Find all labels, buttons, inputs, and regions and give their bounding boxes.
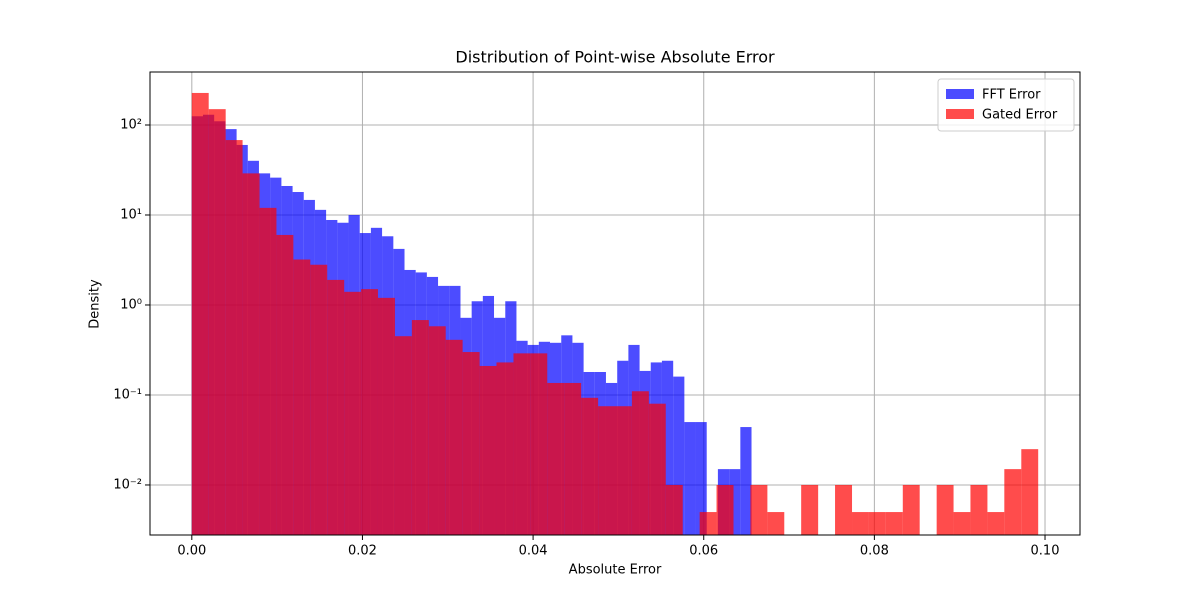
legend-label: FFT Error xyxy=(982,88,1041,103)
bar xyxy=(259,207,277,535)
bar xyxy=(327,279,345,535)
bar xyxy=(479,365,497,535)
bar xyxy=(208,109,226,536)
bar xyxy=(191,92,209,535)
x-tick-label: 0.00 xyxy=(177,544,206,559)
bar xyxy=(716,484,734,535)
bar xyxy=(242,173,260,535)
bar xyxy=(970,484,988,535)
legend-swatch xyxy=(946,109,974,119)
legend-label: Gated Error xyxy=(982,108,1058,123)
x-tick-label: 0.04 xyxy=(519,544,548,559)
y-tick-label: 10¹ xyxy=(120,207,142,222)
bar xyxy=(1021,449,1039,535)
bar xyxy=(530,353,548,535)
bar xyxy=(673,376,685,535)
bar xyxy=(310,264,328,535)
bar xyxy=(598,406,615,535)
bar xyxy=(344,291,362,535)
x-tick-label: 0.08 xyxy=(860,544,889,559)
bar xyxy=(902,484,920,535)
y-tick-label: 10⁰ xyxy=(120,297,142,312)
bar xyxy=(740,427,752,535)
bar xyxy=(445,339,463,535)
x-tick-label: 0.10 xyxy=(1031,544,1060,559)
bar xyxy=(377,297,395,535)
bar xyxy=(750,484,768,535)
bar xyxy=(953,512,971,535)
bar xyxy=(648,403,666,535)
bar xyxy=(564,382,582,535)
y-axis-label: Density xyxy=(88,279,103,329)
bar xyxy=(411,320,429,535)
bar xyxy=(513,353,531,535)
legend-swatch xyxy=(946,89,974,99)
x-tick-label: 0.02 xyxy=(348,544,377,559)
bar xyxy=(496,362,514,535)
bar xyxy=(361,289,378,535)
bar xyxy=(293,259,311,535)
bar xyxy=(885,512,903,535)
bar xyxy=(987,512,1005,535)
bar xyxy=(936,484,954,535)
x-axis-label: Absolute Error xyxy=(569,563,662,578)
bar xyxy=(699,512,717,535)
x-tick-label: 0.06 xyxy=(689,544,718,559)
y-tick-label: 10⁻² xyxy=(113,477,142,492)
bar xyxy=(462,352,480,535)
bar xyxy=(868,512,886,535)
bar xyxy=(665,484,683,535)
bar xyxy=(835,484,853,535)
bar xyxy=(631,391,649,535)
bar xyxy=(852,512,869,535)
y-tick-label: 10⁻¹ xyxy=(113,387,142,402)
bar xyxy=(581,397,599,535)
bar xyxy=(684,422,696,535)
bar xyxy=(1004,469,1022,535)
axes-frame xyxy=(149,71,1081,536)
plot-area xyxy=(150,72,1080,536)
bar xyxy=(276,234,294,536)
bar xyxy=(695,422,707,535)
bar xyxy=(661,360,674,535)
bar xyxy=(547,382,565,535)
y-tick-label: 10² xyxy=(120,117,142,132)
chart-title: Distribution of Point-wise Absolute Erro… xyxy=(455,48,775,67)
bar xyxy=(615,406,632,535)
bar xyxy=(225,140,243,536)
bar xyxy=(801,484,819,535)
bar xyxy=(729,469,741,535)
bar xyxy=(428,326,446,535)
bar xyxy=(767,512,785,535)
bar xyxy=(394,336,412,535)
